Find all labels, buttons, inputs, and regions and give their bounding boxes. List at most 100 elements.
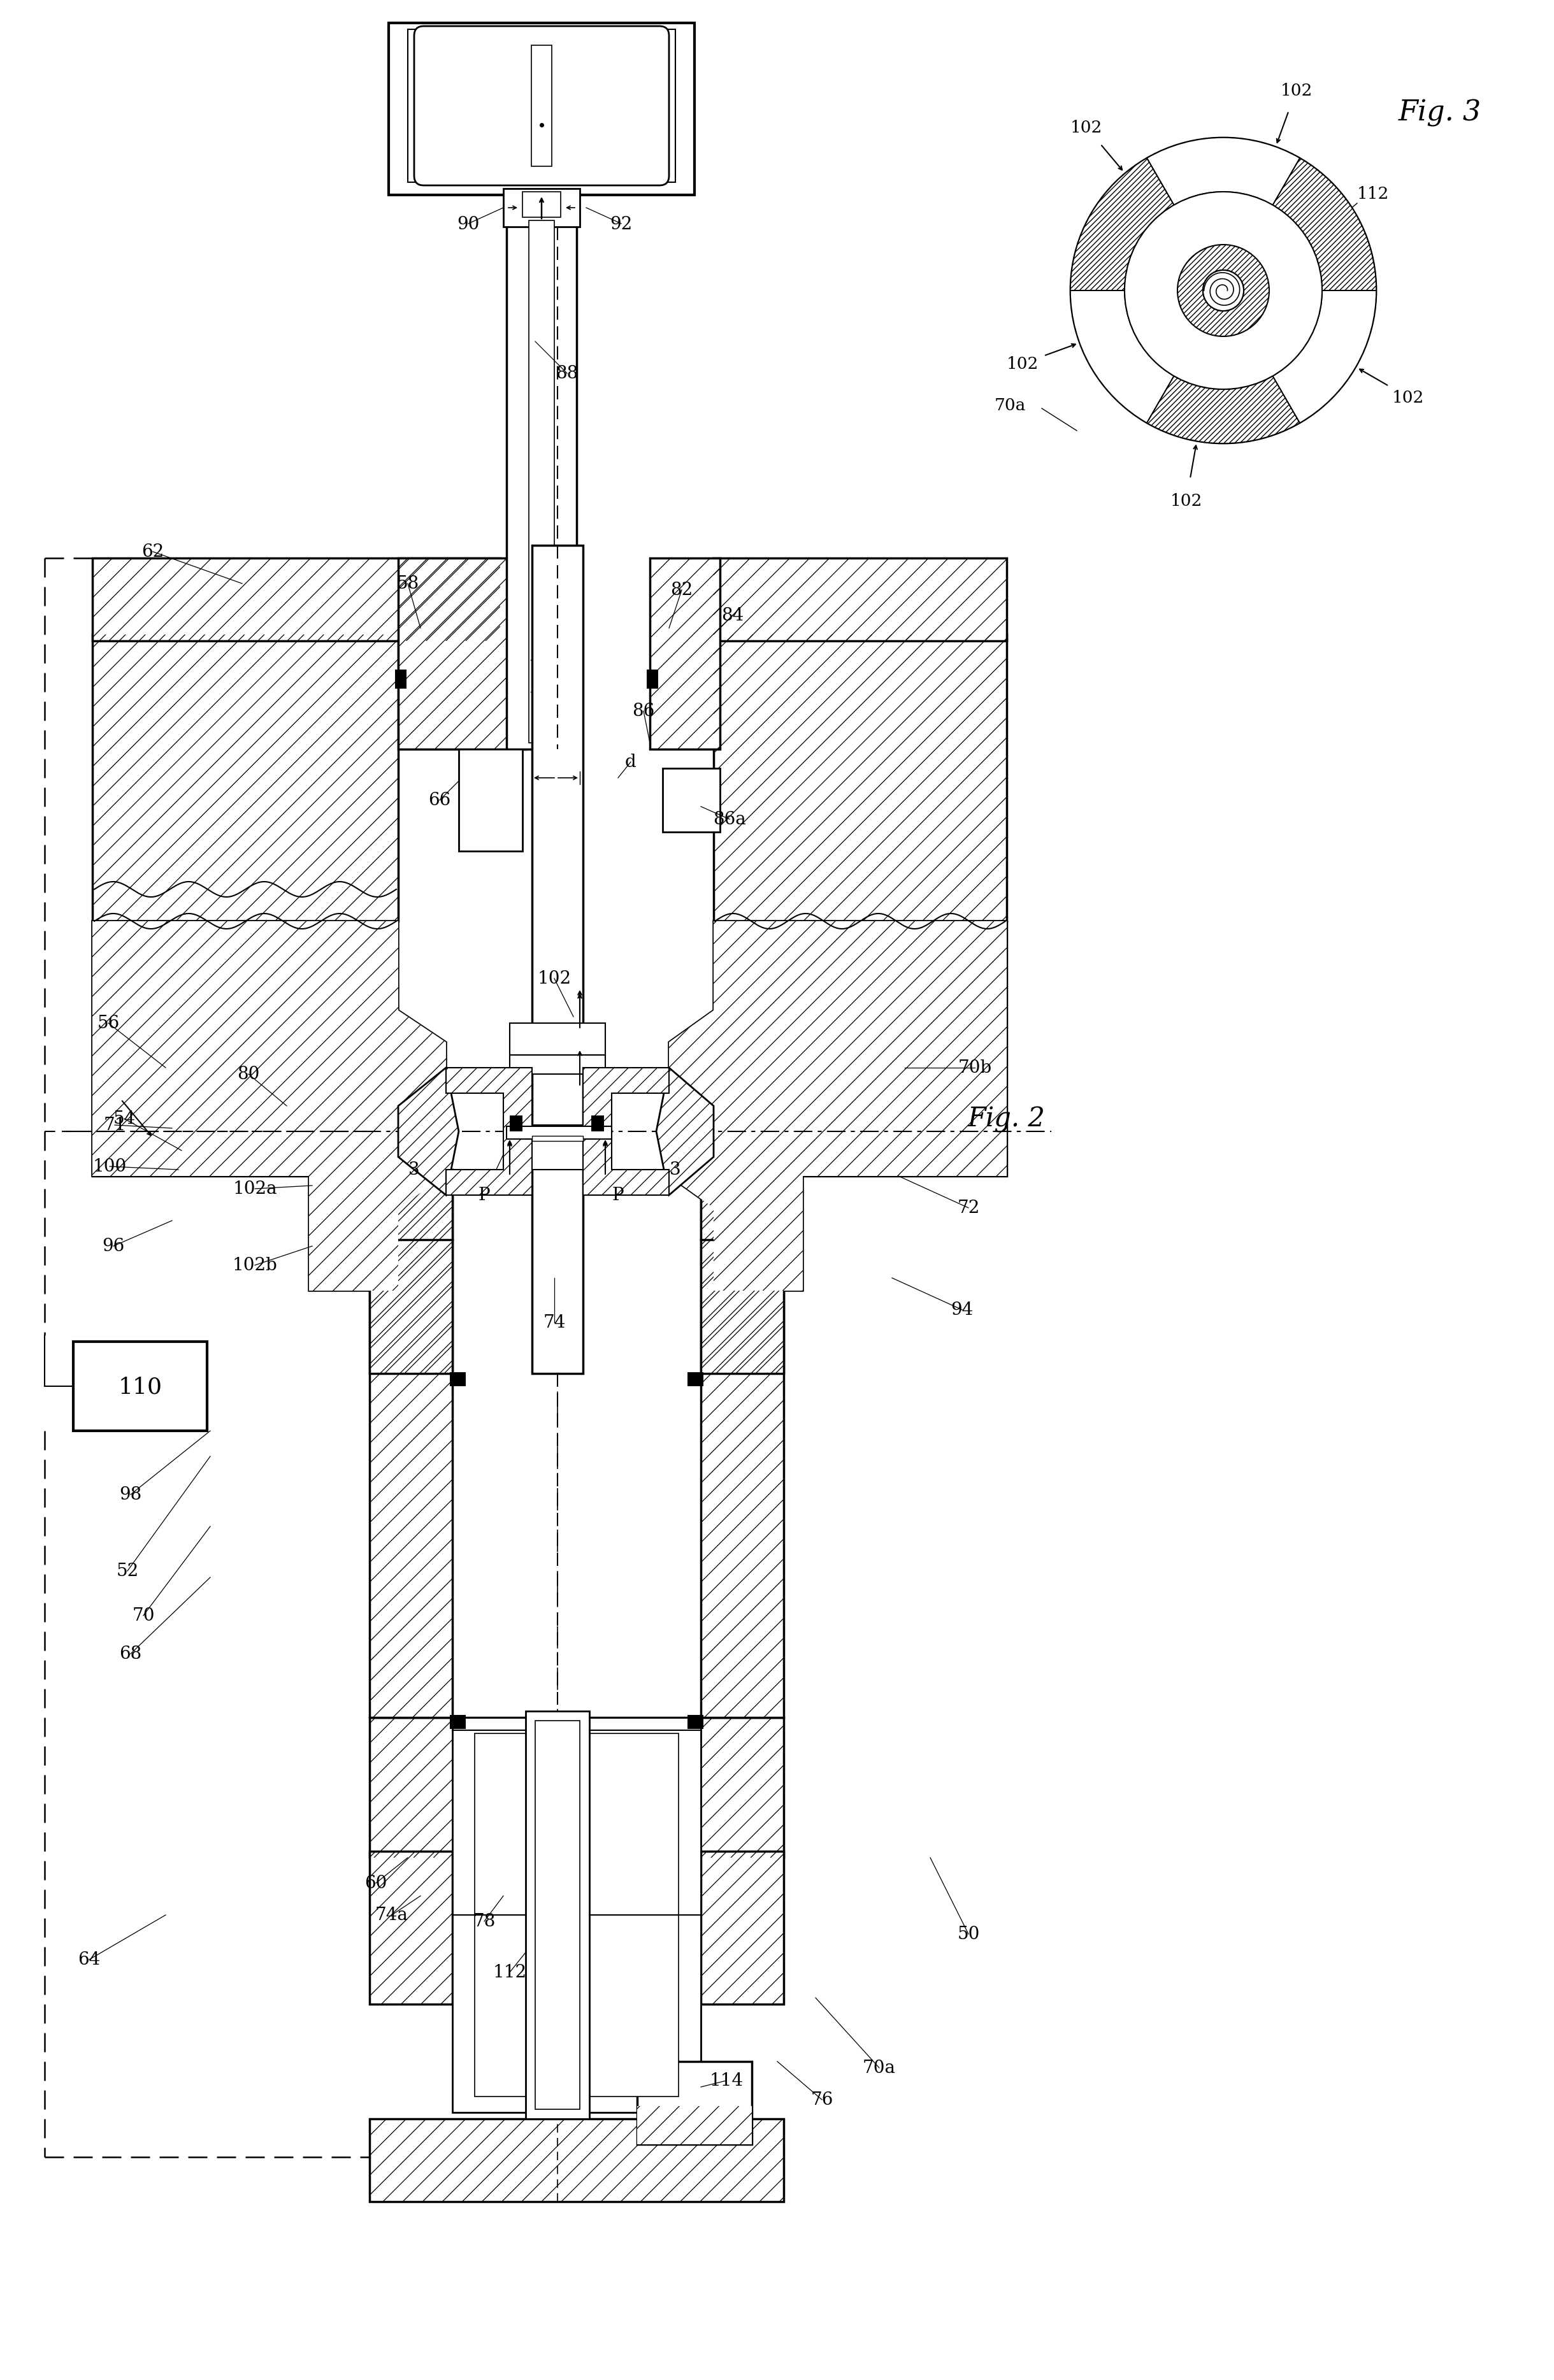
- Polygon shape: [713, 559, 1007, 640]
- Text: 112: 112: [1357, 186, 1389, 202]
- Text: Fig. 3: Fig. 3: [1399, 100, 1481, 126]
- Bar: [449, 1373, 466, 1388]
- Polygon shape: [701, 1171, 783, 1240]
- Text: 100: 100: [93, 1159, 126, 1176]
- Polygon shape: [370, 1852, 452, 2004]
- Bar: [388, 24, 695, 195]
- Text: 102: 102: [538, 971, 572, 988]
- Text: 86: 86: [632, 702, 654, 721]
- Text: 62: 62: [141, 543, 165, 562]
- Bar: [522, 193, 561, 219]
- Wedge shape: [1071, 290, 1173, 424]
- Text: 92: 92: [611, 217, 632, 233]
- Text: P: P: [479, 1188, 490, 1204]
- Text: 71: 71: [104, 1116, 126, 1133]
- Polygon shape: [370, 1718, 783, 1859]
- Bar: [503, 188, 580, 228]
- Polygon shape: [92, 921, 446, 1290]
- Bar: [510, 1023, 606, 1054]
- Text: 74: 74: [542, 1314, 566, 1330]
- Circle shape: [1071, 138, 1377, 445]
- Text: 102a: 102a: [233, 1180, 277, 1197]
- Bar: [407, 31, 676, 183]
- Text: 72: 72: [957, 1200, 979, 1216]
- Polygon shape: [370, 1171, 452, 1373]
- Text: 56: 56: [96, 1014, 120, 1033]
- Polygon shape: [637, 2106, 752, 2144]
- Bar: [510, 1126, 606, 1145]
- Bar: [528, 221, 555, 743]
- Wedge shape: [1273, 290, 1377, 424]
- Bar: [535, 1721, 580, 2109]
- Wedge shape: [1147, 376, 1299, 445]
- Bar: [510, 1054, 606, 1073]
- Polygon shape: [446, 1069, 531, 1195]
- Text: 102b: 102b: [232, 1257, 278, 1273]
- Polygon shape: [701, 1240, 783, 1718]
- Text: 70a: 70a: [862, 2059, 895, 2075]
- Text: 64: 64: [78, 1952, 101, 1968]
- Polygon shape: [650, 559, 720, 750]
- Text: 68: 68: [120, 1645, 141, 1664]
- Text: d: d: [625, 754, 637, 771]
- Text: 102: 102: [1170, 493, 1203, 509]
- Text: 50: 50: [957, 1925, 979, 1942]
- Circle shape: [1125, 193, 1322, 390]
- Bar: [507, 1126, 612, 1140]
- Text: 3: 3: [670, 1161, 681, 1178]
- Text: 3: 3: [409, 1161, 420, 1178]
- Text: 80: 80: [238, 1066, 260, 1083]
- Text: 110: 110: [118, 1376, 162, 1397]
- Text: 94: 94: [951, 1302, 973, 1319]
- Text: 102: 102: [1071, 119, 1102, 136]
- Text: 60: 60: [365, 1875, 387, 1892]
- Bar: [662, 769, 720, 833]
- Bar: [687, 1716, 704, 1730]
- Polygon shape: [583, 1069, 670, 1195]
- Bar: [531, 545, 583, 1373]
- Polygon shape: [370, 1171, 452, 1240]
- Text: 86a: 86a: [713, 812, 746, 828]
- Text: 70a: 70a: [995, 397, 1026, 414]
- Polygon shape: [752, 921, 1007, 1176]
- Text: 82: 82: [670, 581, 693, 600]
- Text: 74a: 74a: [376, 1906, 409, 1923]
- Text: 102: 102: [1280, 83, 1313, 98]
- Bar: [646, 671, 659, 690]
- FancyBboxPatch shape: [415, 26, 670, 186]
- Bar: [474, 1733, 679, 2097]
- Text: 76: 76: [811, 2092, 833, 2109]
- Text: 78: 78: [472, 1914, 496, 1930]
- Bar: [510, 1116, 522, 1133]
- Bar: [637, 2061, 752, 2144]
- Bar: [452, 1718, 701, 2113]
- Wedge shape: [1273, 159, 1377, 290]
- Text: 98: 98: [120, 1485, 141, 1504]
- Polygon shape: [92, 921, 446, 1290]
- Polygon shape: [701, 1171, 783, 1373]
- Bar: [73, 1342, 207, 1430]
- Bar: [591, 1116, 605, 1133]
- Bar: [525, 1711, 589, 2118]
- Polygon shape: [92, 635, 398, 921]
- Text: 70b: 70b: [957, 1059, 991, 1076]
- Text: 88: 88: [556, 364, 578, 383]
- Bar: [687, 1373, 704, 1388]
- Polygon shape: [670, 921, 1007, 1290]
- Bar: [458, 750, 522, 852]
- Text: 66: 66: [429, 793, 451, 809]
- Polygon shape: [713, 635, 1007, 921]
- Polygon shape: [370, 2118, 783, 2202]
- Wedge shape: [1147, 138, 1299, 205]
- Text: P: P: [612, 1188, 625, 1204]
- Wedge shape: [1071, 159, 1173, 290]
- Text: 112: 112: [493, 1964, 527, 1980]
- Text: 114: 114: [710, 2073, 743, 2090]
- Text: 52: 52: [117, 1564, 138, 1580]
- Bar: [449, 1716, 466, 1730]
- Circle shape: [1203, 271, 1243, 312]
- Polygon shape: [92, 921, 309, 1176]
- Bar: [395, 671, 407, 690]
- Polygon shape: [398, 1069, 458, 1195]
- Polygon shape: [670, 921, 1007, 1290]
